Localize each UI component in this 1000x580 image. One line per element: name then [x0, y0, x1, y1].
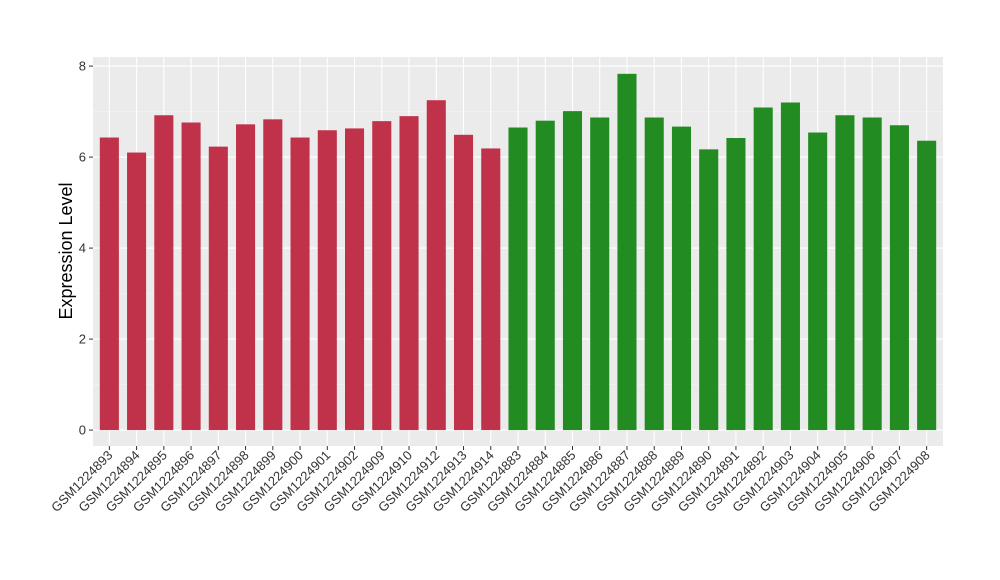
- bar-GSM1224908: [917, 140, 937, 431]
- bar-GSM1224886: [590, 117, 610, 431]
- bar-GSM1224900: [290, 137, 310, 431]
- y-tick-label: 6: [79, 150, 86, 165]
- bar-GSM1224913: [453, 134, 474, 431]
- bar-GSM1224904: [808, 132, 828, 431]
- bar-GSM1224891: [726, 137, 746, 431]
- bar-GSM1224887: [617, 73, 637, 431]
- bar-GSM1224899: [263, 119, 283, 431]
- bar-GSM1224890: [699, 149, 719, 431]
- bar-GSM1224885: [562, 111, 583, 431]
- bar-GSM1224883: [508, 127, 528, 431]
- bar-GSM1224897: [208, 146, 228, 431]
- x-axis: GSM1224893GSM1224894GSM1224895GSM1224896…: [48, 446, 933, 515]
- y-tick-label: 4: [79, 241, 86, 256]
- bar-GSM1224909: [372, 121, 392, 431]
- y-axis-title: Expression Level: [56, 182, 76, 319]
- bar-GSM1224910: [399, 116, 419, 431]
- y-tick-label: 8: [79, 59, 86, 74]
- bar-GSM1224905: [835, 115, 855, 431]
- bar-GSM1224895: [154, 115, 174, 431]
- y-axis: 0 2 4 6 8: [79, 59, 93, 438]
- bar-GSM1224912: [426, 100, 446, 431]
- bar-GSM1224902: [345, 128, 365, 431]
- bar-GSM1224901: [317, 130, 337, 431]
- bar-GSM1224914: [481, 148, 501, 431]
- bar-GSM1224889: [671, 126, 691, 431]
- bar-GSM1224903: [780, 102, 800, 431]
- bar-GSM1224884: [535, 120, 555, 431]
- bars: [99, 73, 937, 431]
- bar-GSM1224894: [127, 152, 147, 431]
- bar-GSM1224906: [862, 117, 882, 431]
- bar-GSM1224892: [753, 107, 773, 431]
- bar-GSM1224907: [889, 125, 909, 431]
- y-tick-label: 0: [79, 423, 86, 438]
- y-tick-label: 2: [79, 332, 86, 347]
- bar-GSM1224898: [236, 124, 256, 431]
- bar-GSM1224893: [99, 137, 119, 431]
- bar-GSM1224888: [644, 117, 664, 431]
- bar-GSM1224896: [181, 122, 201, 431]
